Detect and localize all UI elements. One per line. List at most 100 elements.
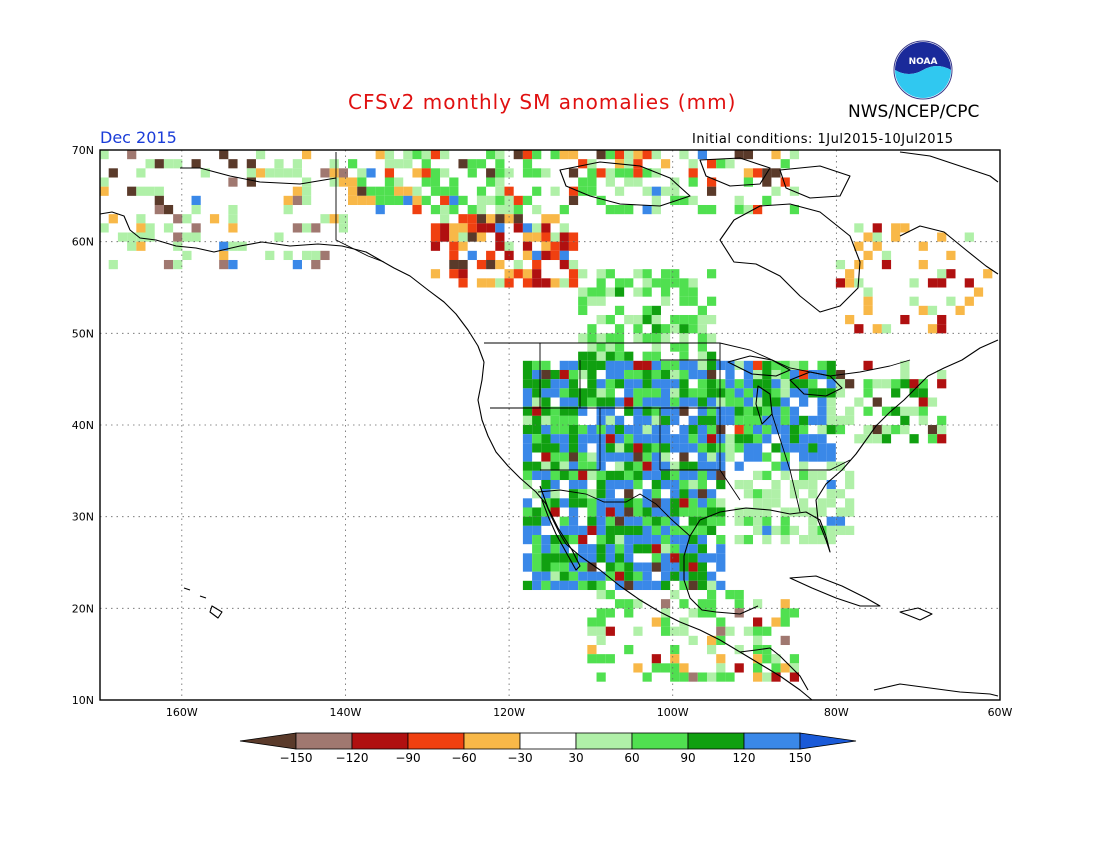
anomaly-cell bbox=[660, 287, 671, 297]
anomaly-cell bbox=[605, 470, 615, 481]
anomaly-cell bbox=[532, 470, 542, 481]
anomaly-cell bbox=[541, 379, 551, 389]
anomaly-cell bbox=[697, 324, 707, 334]
anomaly-cell bbox=[430, 177, 441, 187]
anomaly-cell bbox=[596, 287, 606, 297]
anomaly-cell bbox=[743, 452, 754, 462]
anomaly-cell bbox=[532, 525, 542, 536]
lat-label: 30N bbox=[72, 511, 94, 524]
anomaly-cell bbox=[716, 553, 726, 563]
anomaly-cell bbox=[900, 406, 910, 416]
anomaly-cell bbox=[872, 424, 882, 435]
anomaly-cell bbox=[495, 278, 505, 288]
anomaly-cell bbox=[670, 525, 680, 536]
anomaly-cell bbox=[660, 360, 671, 371]
anomaly-cell bbox=[532, 406, 542, 416]
anomaly-cell bbox=[541, 278, 551, 288]
anomaly-cell bbox=[624, 608, 634, 618]
anomaly-cell bbox=[716, 159, 726, 169]
legend-label: 120 bbox=[733, 751, 756, 765]
anomaly-cell bbox=[734, 204, 744, 215]
anomaly-cell bbox=[348, 177, 358, 187]
anomaly-cell bbox=[762, 369, 772, 380]
anomaly-cell bbox=[743, 626, 754, 636]
anomaly-cell bbox=[697, 470, 707, 481]
anomaly-cell bbox=[725, 406, 735, 416]
anomaly-cell bbox=[246, 177, 256, 187]
anomaly-cell bbox=[734, 644, 744, 655]
anomaly-cell bbox=[799, 443, 809, 453]
anomaly-cell bbox=[301, 250, 312, 261]
lon-label: 160W bbox=[166, 706, 198, 719]
anomaly-cell bbox=[578, 571, 588, 581]
anomaly-cell bbox=[522, 168, 533, 178]
anomaly-cell bbox=[835, 278, 846, 288]
anomaly-cell bbox=[900, 415, 910, 426]
anomaly-cell bbox=[918, 406, 928, 416]
anomaly-cell bbox=[688, 424, 698, 435]
anomaly-cell bbox=[679, 314, 689, 325]
anomaly-cell bbox=[771, 424, 781, 435]
anomaly-cell bbox=[522, 525, 533, 536]
anomaly-cell bbox=[587, 461, 597, 471]
anomaly-cell bbox=[789, 608, 800, 618]
anomaly-cell bbox=[716, 672, 726, 682]
anomaly-cell bbox=[596, 379, 606, 389]
anomaly-cell bbox=[826, 525, 836, 536]
anomaly-cell bbox=[826, 479, 836, 490]
anomaly-cell bbox=[697, 424, 707, 435]
anomaly-cell bbox=[624, 397, 634, 407]
anomaly-cell bbox=[541, 360, 551, 371]
anomaly-cell bbox=[440, 168, 450, 178]
anomaly-cell bbox=[596, 269, 606, 279]
anomaly-cell bbox=[532, 424, 542, 435]
anomaly-cell bbox=[568, 415, 579, 426]
anomaly-cell bbox=[605, 333, 615, 343]
anomaly-cell bbox=[495, 159, 505, 169]
anomaly-cell bbox=[697, 369, 707, 380]
anomaly-cell bbox=[614, 333, 625, 343]
anomaly-cell bbox=[716, 397, 726, 407]
anomaly-cell bbox=[762, 489, 772, 499]
anomaly-cell bbox=[753, 626, 763, 636]
anomaly-cell bbox=[614, 360, 625, 371]
anomaly-cell bbox=[660, 626, 671, 636]
anomaly-cell bbox=[642, 204, 652, 215]
anomaly-cell bbox=[605, 424, 615, 435]
anomaly-cell bbox=[789, 525, 800, 536]
anomaly-cell bbox=[808, 516, 818, 526]
anomaly-cell bbox=[559, 232, 569, 242]
anomaly-cell bbox=[697, 571, 707, 581]
anomaly-cell bbox=[145, 232, 155, 242]
anomaly-cell bbox=[670, 195, 680, 206]
anomaly-cell bbox=[559, 204, 569, 215]
anomaly-cell bbox=[301, 149, 312, 160]
anomaly-cell bbox=[789, 369, 800, 380]
anomaly-cell bbox=[624, 360, 634, 371]
anomaly-cell bbox=[753, 379, 763, 389]
anomaly-cell bbox=[688, 553, 698, 563]
anomaly-cell bbox=[228, 259, 238, 270]
valid-month: Dec 2015 bbox=[100, 128, 177, 147]
anomaly-cell bbox=[605, 571, 615, 581]
anomaly-cell bbox=[799, 461, 809, 471]
anomaly-cell bbox=[568, 168, 579, 178]
anomaly-cell bbox=[725, 397, 735, 407]
anomaly-cell bbox=[734, 479, 744, 490]
anomaly-cell bbox=[697, 498, 707, 508]
anomaly-cell bbox=[716, 516, 726, 526]
anomaly-cell bbox=[228, 241, 238, 251]
anomaly-cell bbox=[550, 406, 560, 416]
anomaly-cell bbox=[909, 278, 919, 288]
anomaly-cell bbox=[394, 177, 404, 187]
anomaly-cell bbox=[697, 553, 707, 563]
anomaly-cell bbox=[550, 415, 560, 426]
anomaly-cell bbox=[513, 195, 523, 206]
anomaly-cell bbox=[522, 452, 533, 462]
anomaly-cell bbox=[670, 324, 680, 334]
anomaly-cell bbox=[881, 406, 892, 416]
anomaly-cell bbox=[753, 617, 763, 627]
anomaly-cell bbox=[596, 149, 606, 160]
anomaly-cell bbox=[881, 424, 892, 435]
anomaly-cell bbox=[789, 424, 800, 435]
